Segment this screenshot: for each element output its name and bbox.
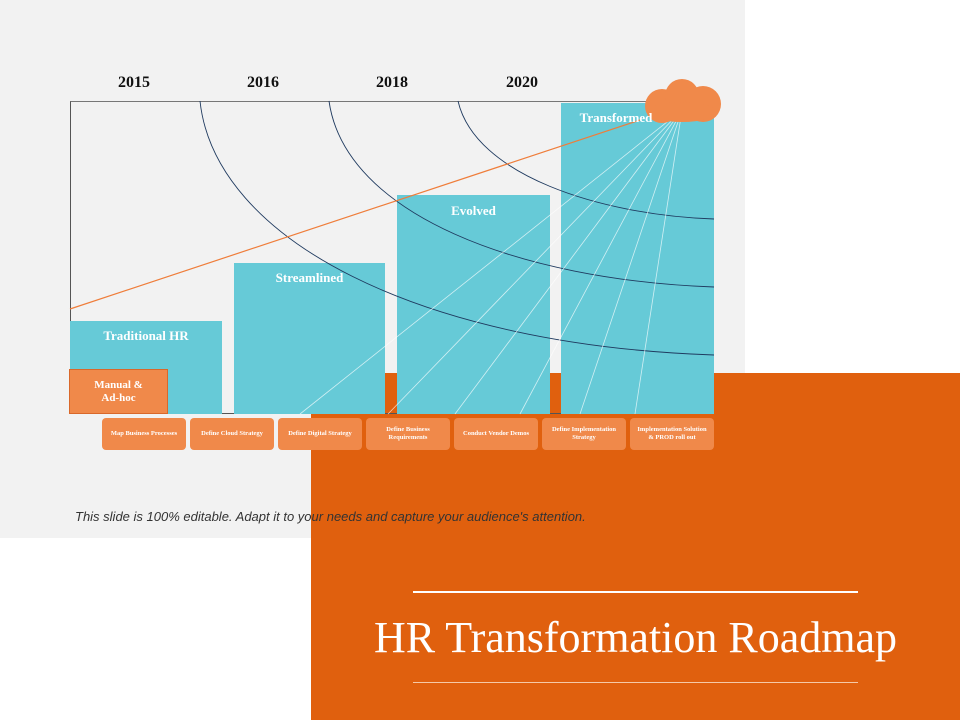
arc-line-1	[199, 100, 715, 356]
step-map-business-processes: Map Business Processes	[102, 418, 186, 450]
stage-label-streamlined: Streamlined	[275, 270, 344, 285]
cloud-icon	[645, 79, 721, 123]
step-define-cloud-strategy: Define Cloud Strategy	[190, 418, 274, 450]
trend-line	[69, 119, 641, 310]
fan-lines	[299, 109, 683, 415]
step-define-implementation-strategy: Define Implementation Strategy	[542, 418, 626, 450]
title-rule-top	[413, 591, 858, 593]
stage-bar-transformed	[561, 103, 714, 414]
stage-label-traditional: Traditional HR	[103, 328, 189, 343]
step-implementation-rollout: Implementation Solution & PROD roll out	[630, 418, 714, 450]
step-define-business-requirements: Define Business Requirements	[366, 418, 450, 450]
step-define-digital-strategy: Define Digital Strategy	[278, 418, 362, 450]
arc-line-3	[457, 100, 715, 220]
year-label-2020: 2020	[506, 74, 538, 91]
editable-caption: This slide is 100% editable. Adapt it to…	[75, 509, 586, 524]
title-rule-bottom	[413, 682, 858, 683]
step-conduct-vendor-demos: Conduct Vendor Demos	[454, 418, 538, 450]
stage-label-evolved: Evolved	[451, 203, 496, 218]
year-label-2016: 2016	[247, 74, 279, 91]
stage-bar-streamlined	[234, 263, 385, 414]
stage-bar-evolved	[397, 195, 550, 414]
year-label-2015: 2015	[118, 74, 150, 91]
manual-adhoc-box: Manual & Ad-hoc	[69, 369, 168, 414]
stage-label-transformed: Transformed	[579, 110, 653, 125]
page-title: HR Transformation Roadmap	[373, 613, 898, 662]
year-label-2018: 2018	[376, 74, 408, 91]
arc-line-2	[328, 100, 715, 288]
